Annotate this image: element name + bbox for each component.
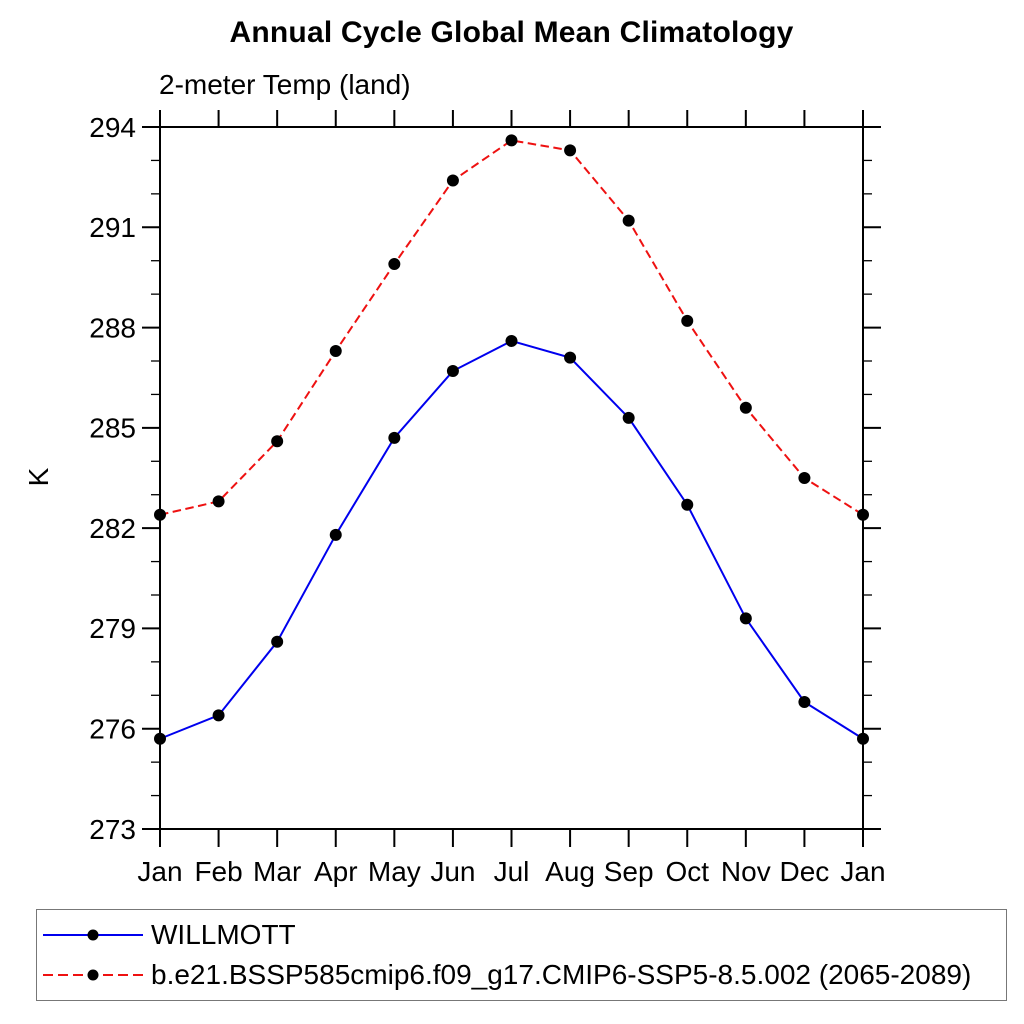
y-tick-label: 288 [89, 312, 136, 343]
y-tick-label: 279 [89, 613, 136, 644]
data-point-marker [446, 365, 459, 378]
legend-item-model: b.e21.BSSP585cmip6.f09_g17.CMIP6-SSP5-8.… [41, 958, 1006, 990]
data-point-marker [446, 174, 459, 187]
chart-subtitle: 2-meter Temp (land) [159, 69, 411, 100]
legend-marker-dot-model [87, 969, 99, 981]
chart-title: Annual Cycle Global Mean Climatology [229, 16, 794, 49]
data-point-marker [622, 214, 635, 227]
y-tick-label: 285 [89, 413, 136, 444]
data-point-marker [798, 472, 811, 484]
x-tick-label: Jan [840, 856, 885, 887]
legend-label-model: b.e21.BSSP585cmip6.f09_g17.CMIP6-SSP5-8.… [151, 958, 972, 990]
legend-line-sample-model [43, 969, 143, 981]
x-tick-label: Feb [194, 856, 242, 887]
x-tick-label: Dec [780, 856, 830, 887]
legend-item-willmott: WILLMOTT [41, 919, 1006, 951]
x-tick-label: Aug [545, 856, 595, 887]
data-point-marker [329, 344, 342, 357]
data-point-marker [271, 435, 284, 448]
data-point-marker [681, 314, 694, 327]
plot-frame [159, 126, 864, 830]
legend-marker-dot-willmott [87, 929, 99, 941]
x-tick-label: Jul [494, 856, 530, 887]
data-point-marker [622, 411, 635, 424]
x-tick-label: Oct [665, 856, 709, 887]
y-axis-title: K [23, 467, 54, 486]
y-tick-label: 291 [89, 212, 136, 243]
legend-label-willmott: WILLMOTT [151, 919, 296, 951]
data-point-marker [739, 401, 752, 414]
data-point-marker [271, 635, 284, 648]
data-point-marker [329, 528, 342, 541]
y-tick-label: 276 [89, 714, 136, 745]
data-point-marker [212, 709, 225, 722]
data-point-marker [857, 508, 869, 521]
x-tick-label: Apr [314, 856, 358, 887]
data-point-marker [564, 351, 577, 364]
data-point-marker [681, 498, 694, 511]
data-point-marker [739, 612, 752, 625]
x-tick-label: Mar [253, 856, 301, 887]
data-point-marker [564, 144, 577, 157]
legend-box: WILLMOTT b.e21.BSSP585cmip6.f09_g17.CMIP… [36, 909, 1007, 1001]
data-point-marker [388, 431, 401, 444]
data-point-marker [505, 134, 518, 147]
data-point-marker [154, 732, 166, 745]
x-tick-label: Sep [604, 856, 654, 887]
x-tick-label: May [368, 856, 421, 887]
y-tick-label: 282 [89, 513, 136, 544]
data-point-marker [505, 334, 518, 347]
y-tick-label: 273 [89, 814, 136, 845]
x-tick-label: Jun [430, 856, 475, 887]
x-tick-label: Jan [137, 856, 182, 887]
data-point-marker [212, 495, 225, 508]
x-tick-label: Nov [721, 856, 771, 887]
series-line-0 [159, 339, 864, 740]
data-point-marker [857, 732, 869, 745]
series-line-1 [159, 139, 864, 516]
legend-line-sample-willmott [43, 929, 143, 941]
data-point-marker [388, 258, 401, 271]
y-tick-label: 294 [89, 112, 136, 143]
data-point-marker [154, 508, 166, 521]
data-point-marker [798, 695, 811, 708]
